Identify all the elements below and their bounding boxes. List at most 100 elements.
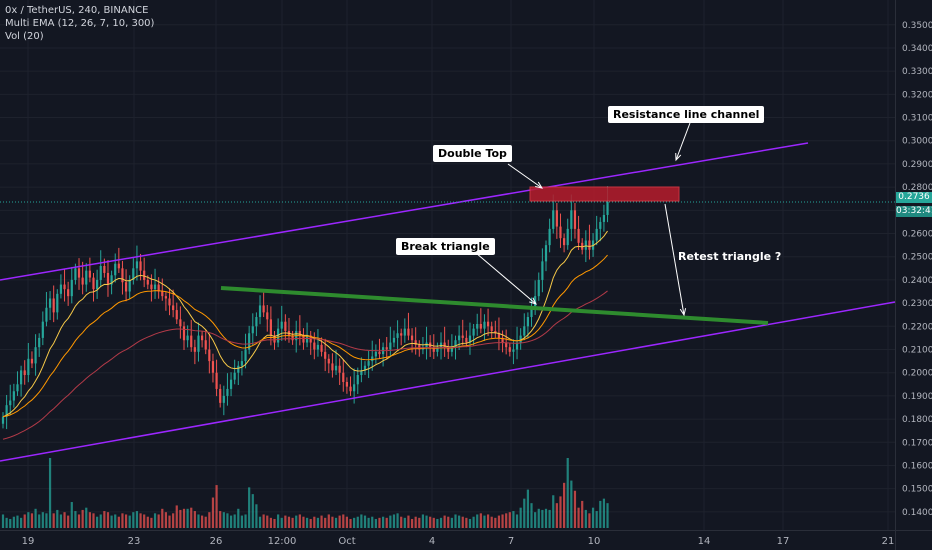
volume-indicator-label[interactable]: Vol (20) (5, 31, 44, 42)
volume-bar (421, 514, 425, 528)
volume-bar (345, 516, 348, 528)
candle-body (201, 335, 204, 341)
volume-bar (201, 515, 204, 528)
candle-body (251, 326, 254, 334)
volume-bar (305, 517, 309, 528)
volume-bar (334, 517, 338, 528)
volume-bar (240, 515, 244, 528)
candle-body (479, 323, 482, 329)
candle-body (476, 323, 479, 329)
bar-countdown: 03:32:41 (896, 206, 932, 217)
volume-bar (88, 512, 91, 528)
volume-bar (486, 514, 490, 528)
candle-body (371, 356, 374, 362)
candle-body (269, 319, 272, 336)
candle-body (237, 365, 240, 373)
annotation-retest-triangle[interactable]: Retest triangle ? (678, 250, 782, 263)
price-tick-label: 0.1900 (902, 392, 932, 402)
annotation-resistance[interactable]: Resistance line channel (608, 106, 765, 123)
candle-body (273, 335, 276, 343)
price-tick-label: 0.2300 (902, 299, 932, 309)
lower-channel-line (0, 301, 896, 462)
price-tick-label: 0.2500 (902, 253, 932, 263)
candle-body (77, 268, 81, 278)
candle-body (215, 372, 218, 389)
volume-bar (41, 512, 44, 528)
candle-body (360, 370, 363, 376)
candle-body (497, 333, 501, 338)
triangle-support-line (220, 286, 769, 325)
candle-body (432, 347, 435, 352)
candle-body (588, 240, 591, 250)
volume-bar (284, 515, 287, 528)
annotation-double-top[interactable]: Double Top (433, 145, 512, 162)
candle-body (244, 349, 247, 362)
candle-body (602, 214, 606, 222)
time-tick-label: 23 (128, 536, 141, 547)
price-tick-label: 0.1600 (902, 461, 932, 471)
candle-body (38, 337, 41, 348)
price-tick-label: 0.3300 (902, 67, 932, 77)
volume-bar (573, 490, 577, 528)
candle-body (99, 266, 102, 280)
volume-bar (407, 515, 410, 528)
volume-bar (468, 518, 472, 528)
candle-body (519, 335, 522, 343)
candle-body (494, 330, 497, 334)
volume-bar (349, 518, 352, 528)
volume-bar (248, 487, 251, 528)
ema-indicator-label[interactable]: Multi EMA (12, 26, 7, 10, 300) (5, 18, 155, 29)
symbol-label[interactable]: 0x / TetherUS, 240, BINANCE (5, 5, 149, 16)
candle-body (20, 370, 23, 385)
volume-bar (338, 515, 341, 528)
price-tick-label: 0.2400 (902, 276, 932, 286)
candle-body (240, 361, 244, 366)
volume-bar (414, 516, 417, 528)
volume-bar (403, 517, 406, 528)
volume-bar (385, 517, 388, 528)
candle-body (143, 270, 146, 280)
candle-body (117, 263, 120, 269)
candle-body (418, 344, 421, 350)
price-tick-label: 0.2200 (902, 322, 932, 332)
candle-body (523, 326, 526, 336)
volume-bar (215, 485, 218, 528)
candle-body (114, 263, 117, 276)
candle-body (486, 321, 490, 327)
candle-body (595, 228, 598, 241)
volume-bar (258, 516, 262, 528)
candle-body (363, 365, 367, 371)
volume-bar (526, 489, 529, 528)
arrow-break-triangle (475, 252, 537, 305)
candle-body (27, 358, 30, 376)
candle-body (512, 349, 515, 352)
volume-bar (595, 511, 598, 528)
candle-body (526, 317, 529, 327)
candle-body (407, 328, 410, 336)
volume-bar (52, 513, 55, 528)
volume-bar (581, 500, 584, 528)
price-tick-label: 0.1500 (902, 485, 932, 495)
volume-bar (563, 482, 566, 528)
arrow-retest-triangle-head (679, 308, 687, 317)
volume-bar (273, 518, 276, 528)
volume-bar (277, 514, 280, 528)
annotation-break-triangle[interactable]: Break triangle (396, 238, 495, 255)
arrow-resistance-head (675, 152, 682, 162)
volume-bar (182, 508, 186, 528)
volume-bar (287, 516, 291, 528)
volume-bar (490, 516, 493, 528)
ema-slow-line (2, 290, 608, 440)
candle-body (1, 416, 5, 424)
volume-bar (34, 508, 37, 528)
candle-body (164, 296, 167, 299)
candle-body (132, 268, 135, 280)
volume-bar (30, 513, 34, 528)
volume-bar (56, 509, 59, 528)
volume-bar (143, 514, 146, 528)
candle-body (121, 268, 124, 283)
volume-bar (458, 515, 461, 528)
volume-bar (519, 507, 522, 528)
